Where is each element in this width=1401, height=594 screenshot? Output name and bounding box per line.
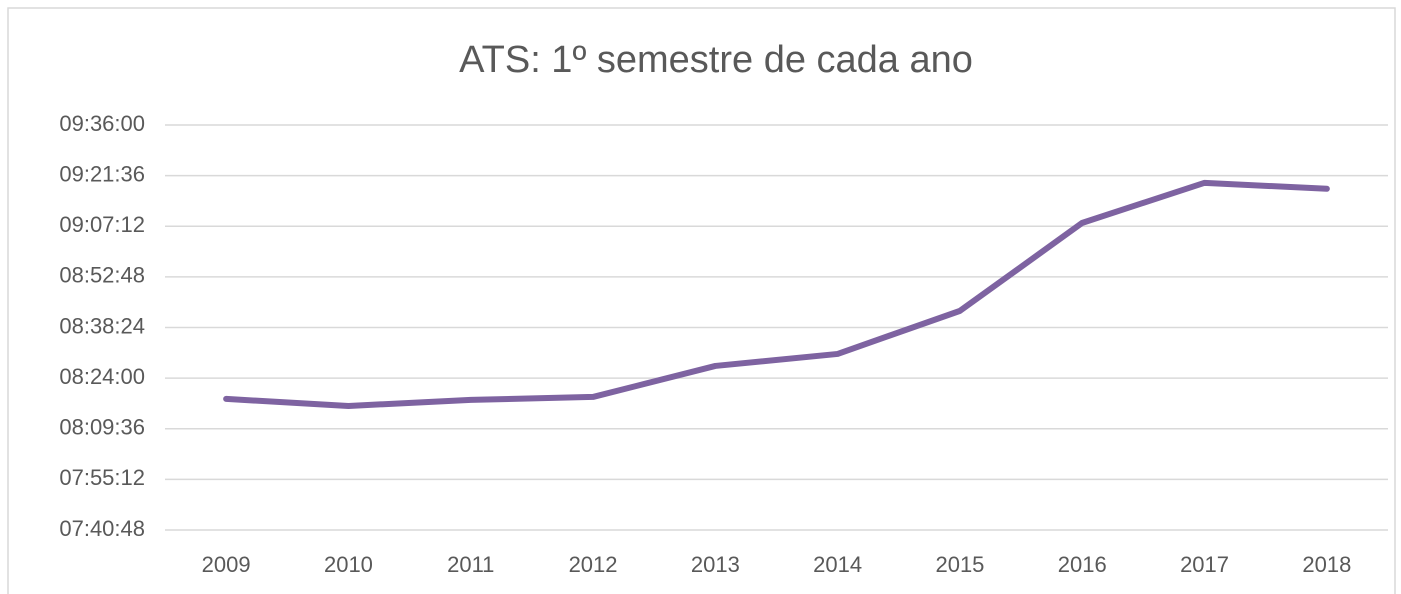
x-tick-label: 2010 [324, 552, 373, 577]
chart-frame [7, 7, 1396, 594]
x-tick-label: 2014 [813, 552, 862, 577]
x-tick-label: 2018 [1302, 552, 1351, 577]
x-tick-label: 2011 [447, 552, 494, 577]
x-tick-label: 2017 [1180, 552, 1229, 577]
series-line [223, 179, 1330, 409]
x-tick-label: 2015 [935, 552, 984, 577]
x-tick-label: 2016 [1058, 552, 1107, 577]
x-tick-label: 2013 [691, 552, 740, 577]
y-tick-label: 08:38:24 [59, 313, 145, 338]
x-tick-label: 2009 [202, 552, 251, 577]
y-tick-label: 09:21:36 [59, 161, 145, 186]
y-tick-label: 07:55:12 [59, 465, 145, 490]
y-tick-label: 08:09:36 [59, 415, 145, 440]
chart-title: ATS: 1º semestre de cada ano [459, 39, 973, 81]
y-tick-label: 09:07:12 [59, 212, 145, 237]
y-tick-label: 09:36:00 [59, 111, 145, 136]
x-tick-label: 2012 [569, 552, 618, 577]
y-tick-label: 08:52:48 [59, 263, 145, 288]
y-tick-label: 07:40:48 [59, 516, 145, 541]
y-tick-label: 08:24:00 [59, 364, 145, 389]
